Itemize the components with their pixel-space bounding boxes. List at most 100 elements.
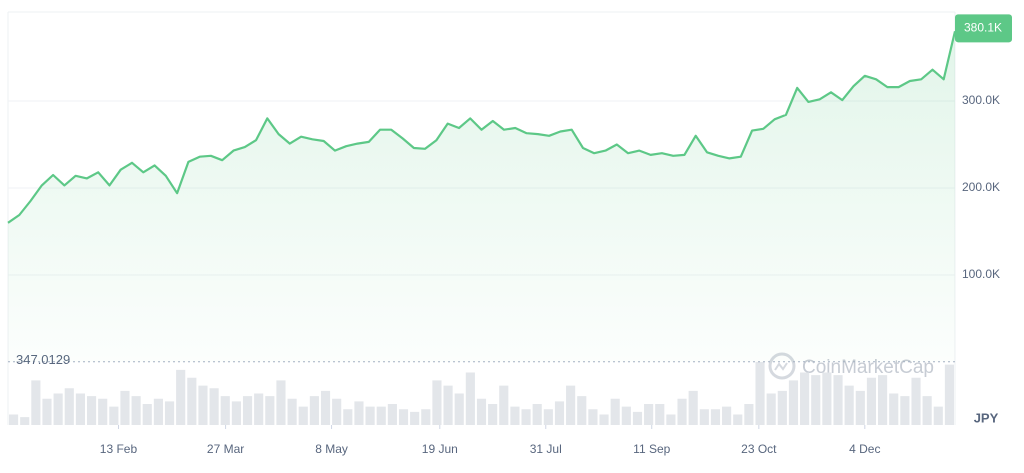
volume-bar [699, 409, 709, 425]
volume-bar [788, 380, 799, 425]
volume-bar [421, 409, 431, 425]
volume-bar [566, 385, 576, 425]
volume-bar [109, 406, 119, 425]
volume-bar [722, 406, 732, 425]
x-tick-label: 27 Mar [207, 442, 244, 456]
volume-bar [878, 375, 888, 425]
volume-bar [499, 385, 509, 425]
area-fill [8, 31, 955, 363]
volume-bar [86, 396, 97, 425]
volume-bar [64, 388, 74, 425]
volume-bar [621, 406, 631, 425]
volume-bar [900, 396, 910, 425]
volume-bar [131, 396, 141, 425]
x-tick-label: 19 Jun [422, 442, 458, 456]
x-tick-label: 8 May [315, 442, 348, 456]
volume-bar [320, 390, 331, 425]
volume-bar [298, 406, 308, 425]
volume-bar [443, 385, 453, 425]
volume-bar [142, 404, 152, 425]
volume-bar [744, 404, 754, 425]
x-tick-label: 4 Dec [849, 442, 880, 456]
volume-bar [543, 409, 553, 425]
x-tick-label: 23 Oct [741, 442, 777, 456]
volume-bar [98, 398, 108, 425]
volume-bar [644, 404, 654, 425]
volume-bar [911, 377, 921, 425]
volume-bar [521, 409, 531, 425]
volume-bar [733, 414, 743, 425]
value-label-box [955, 14, 1012, 43]
price-line [7, 31, 957, 224]
value-label: 380.1K [964, 20, 1002, 34]
volume-bar [465, 372, 475, 425]
volume-bar [309, 396, 319, 425]
volume-bar [532, 404, 542, 425]
volume-bar [20, 417, 30, 425]
volume-bar [332, 398, 342, 425]
volume-bar [187, 377, 197, 425]
volume-bar [387, 404, 397, 425]
volume-bar [577, 396, 587, 425]
volume-bar [265, 396, 275, 425]
volume-bar [120, 390, 130, 425]
volume-bar [231, 401, 241, 425]
volume-bar [777, 390, 787, 425]
volume-bar [933, 406, 943, 425]
volume-bar [242, 396, 253, 425]
x-tick-label: 13 Feb [100, 442, 138, 456]
volume-bar [488, 404, 498, 425]
volume-bar [476, 398, 487, 425]
volume-bar [766, 393, 776, 425]
volume-bar [510, 406, 520, 425]
y-tick-label: 300.0K [962, 93, 1000, 107]
volume-bar [164, 401, 175, 425]
volume-bar [800, 372, 810, 425]
volume-bar [9, 414, 19, 425]
volume-bar [922, 396, 932, 425]
volume-bar [554, 401, 565, 425]
volume-bar [31, 380, 41, 425]
volume-bar [287, 398, 297, 425]
volume-bar [176, 369, 186, 425]
volume-bar [588, 409, 598, 425]
volume-bar [677, 398, 687, 425]
volume-bar [254, 393, 264, 425]
volume-bar [866, 377, 877, 425]
y-tick-label: 200.0K [962, 180, 1000, 194]
volume-bar [944, 364, 954, 425]
volume-bar [198, 385, 208, 425]
x-tick-label: 31 Jul [530, 442, 562, 456]
volume-bar [276, 380, 286, 425]
x-tick-label: 11 Sep [633, 442, 670, 456]
volume-bar [811, 375, 821, 425]
volume-bar [365, 406, 375, 425]
volume-bar [755, 362, 765, 425]
volume-bar [398, 409, 409, 425]
volume-bar [610, 398, 620, 425]
volume-bar [855, 390, 865, 425]
volume-bar [75, 393, 85, 425]
volume-bar [53, 393, 63, 425]
volume-bar [889, 393, 899, 425]
volume-bar [822, 372, 832, 425]
volume-bar [220, 396, 230, 425]
volume-bar [153, 398, 163, 425]
volume-bar [655, 404, 665, 425]
volume-bar [209, 388, 219, 425]
volume-bar [432, 380, 442, 425]
volume-bar [354, 401, 364, 425]
volume-bar [666, 414, 676, 425]
volume-bar [343, 409, 353, 425]
watermark: CoinMarketCap [802, 357, 934, 378]
volume-bar [833, 375, 843, 425]
volume-bar [710, 409, 721, 425]
volume-bar [410, 411, 420, 425]
currency-label: JPY [974, 410, 999, 425]
volume-bar [42, 398, 52, 425]
y-tick-label: 100.0K [962, 267, 1000, 281]
volume-bar [454, 393, 464, 425]
volume-bar [632, 411, 643, 425]
